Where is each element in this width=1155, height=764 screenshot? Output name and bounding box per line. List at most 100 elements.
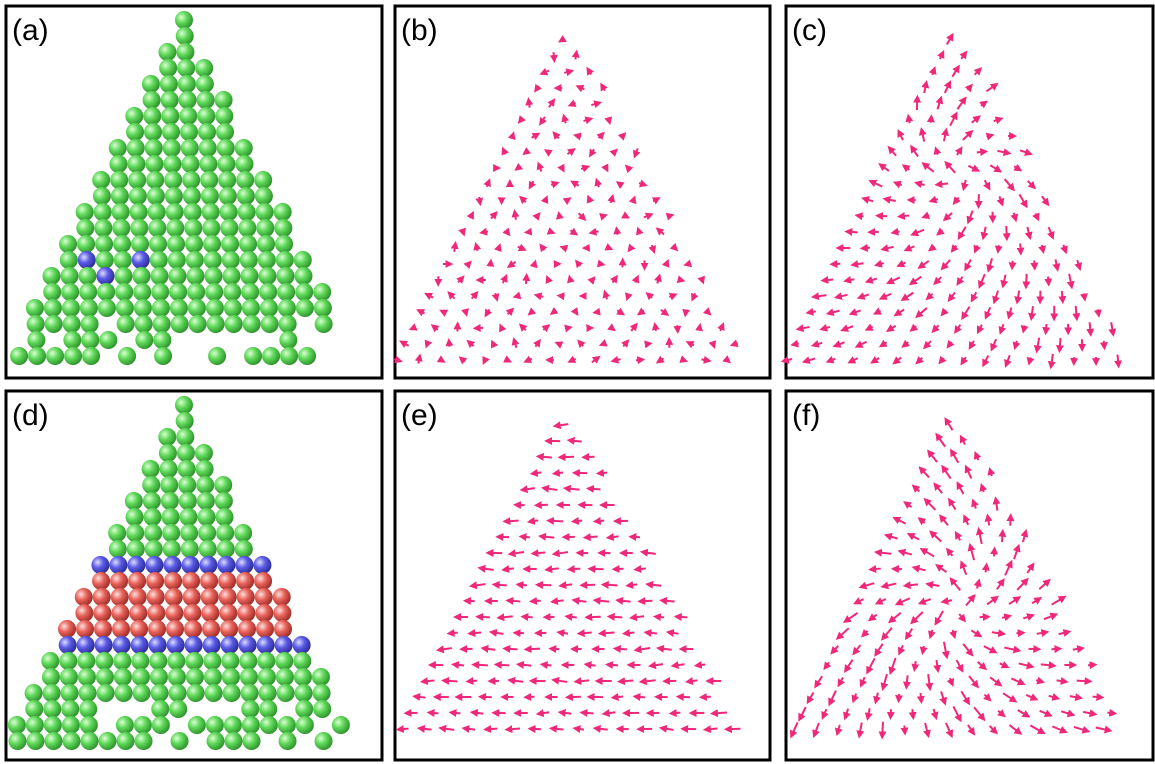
atom [117,732,135,750]
displacement-arrow [543,665,552,666]
atom [133,684,151,702]
displacement-arrow [508,601,520,602]
panel-label: (b) [401,14,438,47]
displacement-arrow [527,649,540,650]
atom [112,620,130,638]
atom [151,283,169,301]
atom [109,139,127,157]
displacement-arrow [1029,357,1030,362]
atom [259,700,277,718]
displacement-arrow [609,536,619,537]
atom [196,75,214,93]
atom [180,123,198,141]
atom [27,315,45,333]
atom [205,684,223,702]
panel-frame [395,391,770,760]
displacement-arrow [987,135,992,136]
displacement-arrow [1062,291,1063,301]
displacement-arrow [512,134,513,137]
atom [78,251,96,269]
displacement-arrow [1042,245,1043,251]
atom [95,235,113,253]
displacement-arrow [667,215,671,216]
displacement-arrow [645,344,649,345]
atom [117,315,135,333]
atom [277,283,295,301]
atom [126,508,144,526]
displacement-arrow [566,488,580,489]
displacement-arrow [656,617,664,618]
atom [195,444,213,462]
atom [63,331,81,349]
atom [184,620,202,638]
displacement-arrow [470,633,481,634]
atom [222,251,240,269]
displacement-arrow [655,325,656,331]
panel-frame [786,391,1153,760]
atom [149,652,167,670]
atom [177,444,195,462]
atom [165,187,183,205]
atom [116,299,134,317]
displacement-arrow [848,232,858,233]
displacement-arrow [552,729,563,730]
atom [129,588,147,606]
displacement-arrow [640,601,652,602]
atom [98,299,116,317]
atom [166,219,184,237]
displacement-arrow [449,341,450,347]
panel-label: (c) [792,14,827,47]
atom [185,235,203,253]
atom [75,604,93,622]
atom [145,540,163,558]
displacement-arrow [583,713,594,714]
atom [275,652,293,670]
displacement-arrow [539,457,552,458]
atom [184,203,202,221]
displacement-arrow [904,726,905,733]
atom [153,331,171,349]
displacement-arrow [1051,649,1059,650]
atom [142,75,160,93]
atom [78,668,96,686]
atom [145,155,163,173]
displacement-arrow [986,566,987,573]
atom [217,139,235,157]
atom [9,732,27,750]
atom [236,171,254,189]
displacement-arrow [577,680,589,681]
atom [112,203,130,221]
panel-frame [395,6,770,378]
atom [59,636,77,654]
atom [216,524,234,542]
displacement-arrow [596,600,609,601]
atom [222,668,240,686]
atom [93,604,111,622]
atom [114,668,132,686]
atom [199,540,217,558]
atom [234,524,252,542]
atom [243,315,261,333]
atom [202,219,220,237]
atom [189,315,207,333]
atom [165,604,183,622]
atom [163,540,181,558]
atom [60,668,78,686]
atom [147,604,165,622]
displacement-arrow [596,728,608,729]
displacement-arrow [452,713,461,714]
atom [237,604,255,622]
atom [143,91,161,109]
displacement-arrow [1002,532,1003,542]
displacement-arrow [1041,664,1054,665]
displacement-arrow [1034,260,1035,267]
displacement-arrow [482,231,488,232]
atom [64,347,82,365]
atom [208,347,226,365]
atom [94,219,112,237]
atom [279,331,297,349]
displacement-arrow [490,262,491,267]
atom [147,588,165,606]
atom [130,219,148,237]
atom [163,155,181,173]
